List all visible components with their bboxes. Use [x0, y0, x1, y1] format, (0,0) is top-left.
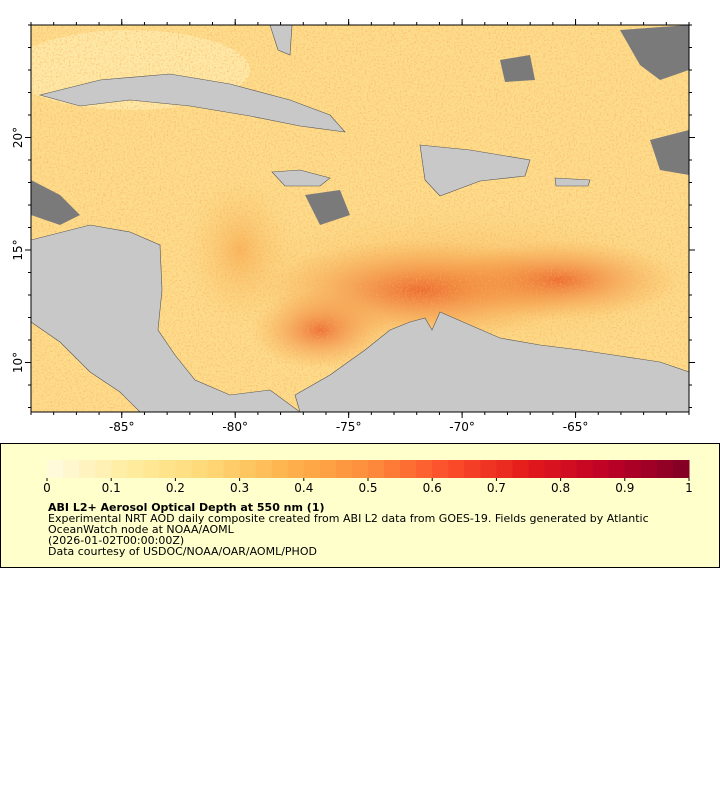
colorbar-cell	[95, 460, 112, 478]
lat-tick-label: 10°	[11, 352, 25, 373]
colorbar-cell	[544, 460, 562, 478]
colorbar-cell	[351, 460, 369, 478]
colorbar-cell	[432, 460, 449, 478]
map-frame	[30, 24, 690, 413]
colorbar-cell	[143, 460, 160, 478]
lon-tick-label: -75°	[336, 420, 362, 434]
colorbar-tick-label: 0.9	[615, 481, 634, 495]
colorbar-tick-label: 0.5	[358, 481, 377, 495]
legend-line: OceanWatch node at NOAA/AOML	[48, 523, 235, 536]
colorbar-tick-label: 0.2	[166, 481, 185, 495]
legend-title: ABI L2+ Aerosol Optical Depth at 550 nm …	[48, 501, 325, 514]
legend-line: (2026-01-02T00:00:00Z)	[48, 534, 184, 547]
colorbar-cell	[640, 460, 658, 478]
colorbar-cell	[608, 460, 626, 478]
colorbar-cell	[384, 460, 401, 478]
map-axes: -85° -80° -75° -70° -65° 10° 15° 20°	[11, 19, 695, 434]
colorbar-tick-label: 0.3	[230, 481, 249, 495]
colorbar-cell	[127, 460, 144, 478]
lat-tick-label: 20°	[11, 127, 25, 148]
colorbar-cell	[207, 460, 225, 478]
colorbar-tick-label: 0.6	[423, 481, 442, 495]
colorbar-tick-label: 0.4	[294, 481, 313, 495]
colorbar-cell	[464, 460, 481, 478]
colorbar-tick-label: 0	[43, 481, 51, 495]
colorbar-cell	[512, 460, 529, 478]
colorbar-cell	[287, 460, 305, 478]
lon-tick-label: -80°	[222, 420, 248, 434]
colorbar-cell	[79, 460, 96, 478]
colorbar: 0 0.1 0.2 0.3 0.4 0.5 0.6 0.7 0.8 0.9 1	[43, 460, 693, 495]
colorbar-cell	[239, 460, 257, 478]
colorbar-cell	[111, 460, 128, 478]
colorbar-cell	[656, 460, 674, 478]
legend-line: Data courtesy of USDOC/NOAA/OAR/AOML/PHO…	[48, 545, 317, 558]
colorbar-cell	[416, 460, 433, 478]
colorbar-cell	[528, 460, 546, 478]
colorbar-cell	[223, 460, 241, 478]
colorbar-tick-label: 0.8	[551, 481, 570, 495]
colorbar-cell	[576, 460, 594, 478]
colorbar-cell	[159, 460, 176, 478]
colorbar-cell	[175, 460, 192, 478]
colorbar-tick-label: 0.1	[102, 481, 121, 495]
colorbar-cell	[368, 460, 385, 478]
colorbar-cell	[271, 460, 289, 478]
colorbar-cell	[496, 460, 513, 478]
colorbar-cell	[480, 460, 497, 478]
colorbar-cell	[560, 460, 578, 478]
colorbar-cell	[47, 460, 64, 478]
colorbar-cell	[63, 460, 80, 478]
colorbar-cell	[672, 460, 690, 478]
colorbar-cell	[448, 460, 465, 478]
lon-tick-label: -85°	[109, 420, 135, 434]
lon-tick-label: -70°	[449, 420, 475, 434]
colorbar-tick-label: 1	[685, 481, 693, 495]
colorbar-cell	[335, 460, 353, 478]
colorbar-tick-label: 0.7	[487, 481, 506, 495]
colorbar-cell	[400, 460, 417, 478]
lon-tick-label: -65°	[563, 420, 589, 434]
colorbar-cell	[592, 460, 610, 478]
map-image	[31, 25, 689, 412]
lat-tick-label: 15°	[11, 239, 25, 260]
colorbar-cell	[319, 460, 337, 478]
colorbar-cell	[303, 460, 321, 478]
colorbar-cell	[255, 460, 273, 478]
colorbar-cell	[624, 460, 642, 478]
colorbar-cell	[191, 460, 208, 478]
legend-line: Experimental NRT AOD daily composite cre…	[48, 512, 649, 525]
